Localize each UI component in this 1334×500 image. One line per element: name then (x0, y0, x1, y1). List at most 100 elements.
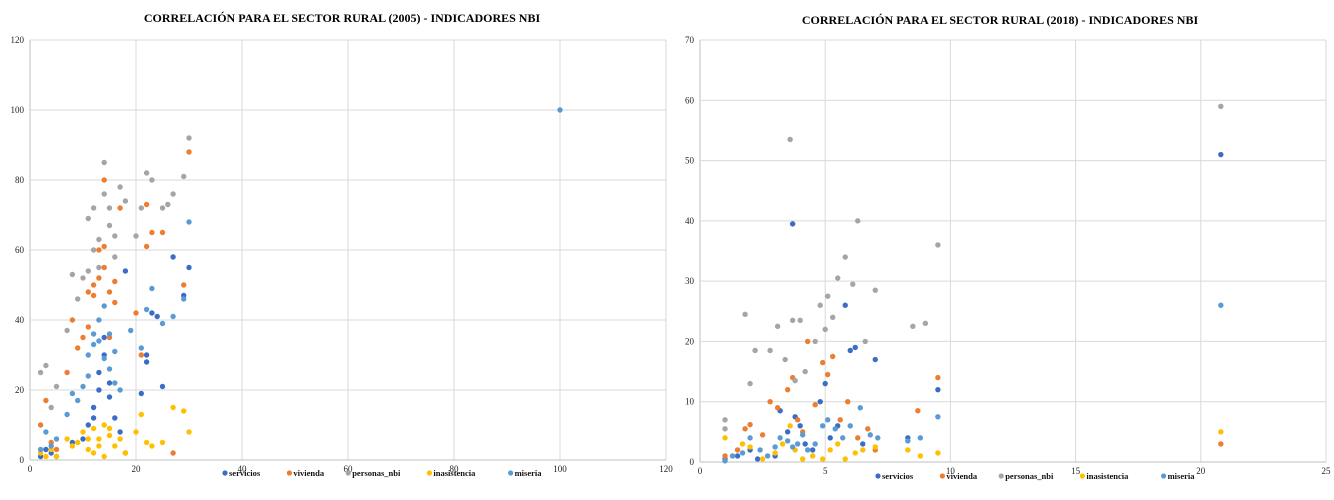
point-personas_nbi (872, 287, 878, 293)
point-vivienda (112, 299, 118, 306)
legend-label-inasistencia: inasistencia (1086, 471, 1129, 481)
point-servicios (159, 383, 166, 390)
point-vivienda (784, 386, 791, 393)
point-inasistencia (772, 450, 778, 456)
point-vivienda (112, 278, 118, 285)
point-miseria (784, 438, 791, 444)
point-vivienda (69, 317, 76, 323)
point-personas_nbi (825, 293, 831, 299)
point-miseria (37, 446, 44, 453)
point-vivienda (865, 426, 871, 432)
point-miseria (101, 355, 107, 362)
point-vivienda (845, 399, 851, 405)
point-personas_nbi (80, 275, 86, 281)
point-miseria (43, 429, 49, 435)
point-vivienda (133, 310, 139, 316)
point-servicios (842, 302, 848, 308)
point-personas_nbi (822, 326, 828, 333)
point-servicios (138, 390, 144, 397)
x-tick-label: 60 (344, 464, 354, 474)
point-servicios (935, 386, 941, 393)
point-servicios (734, 453, 741, 459)
point-personas_nbi (742, 311, 748, 317)
point-miseria (794, 441, 801, 447)
point-servicios (802, 441, 808, 447)
point-inasistencia (739, 441, 746, 447)
point-servicios (154, 313, 160, 320)
legend-label-servicios: servicios (229, 468, 261, 478)
point-vivienda (804, 338, 811, 345)
point-vivienda (935, 374, 941, 381)
point-personas_nbi (143, 170, 150, 176)
legend-label-inasistencia: inasistencia (433, 468, 476, 478)
point-personas_nbi (792, 377, 798, 384)
y-tick-label: 30 (685, 276, 695, 286)
point-miseria (64, 411, 70, 418)
point-vivienda (96, 275, 102, 281)
point-inasistencia (64, 436, 70, 442)
point-servicios (143, 352, 150, 358)
point-personas_nbi (186, 135, 192, 141)
y-tick-label: 80 (15, 175, 25, 185)
point-personas_nbi (830, 314, 836, 321)
point-inasistencia (159, 439, 166, 446)
point-personas_nbi (835, 275, 841, 281)
point-inasistencia (170, 404, 176, 411)
point-personas_nbi (747, 380, 753, 387)
point-servicios (170, 254, 176, 260)
point-miseria (757, 447, 763, 453)
point-inasistencia (835, 441, 841, 447)
point-inasistencia (852, 450, 858, 456)
point-vivienda (80, 334, 86, 341)
point-miseria (85, 352, 92, 358)
point-personas_nbi (101, 191, 107, 197)
legend-marker-servicios (222, 470, 228, 476)
point-miseria (106, 331, 113, 337)
point-personas_nbi (722, 426, 728, 432)
point-vivienda (915, 408, 921, 414)
point-servicios (817, 399, 823, 405)
point-vivienda (186, 149, 192, 155)
point-personas_nbi (117, 184, 123, 190)
point-miseria (832, 426, 838, 432)
point-miseria (90, 331, 97, 337)
point-inasistencia (53, 453, 60, 460)
point-vivienda (75, 345, 81, 351)
y-tick-label: 20 (685, 336, 695, 346)
point-miseria (69, 390, 76, 397)
point-miseria (117, 387, 123, 393)
chart-2005: CORRELACIÓN PARA EL SECTOR RURAL (2005) … (11, 11, 674, 478)
point-inasistencia (106, 425, 113, 432)
point-inasistencia (917, 453, 924, 459)
point-personas_nbi (782, 356, 788, 363)
point-miseria (149, 285, 155, 292)
y-tick-label: 100 (11, 105, 25, 115)
point-miseria (875, 435, 881, 441)
point-personas_nbi (43, 362, 49, 369)
point-miseria (799, 432, 806, 438)
point-servicios (117, 429, 123, 435)
x-tick-label: 25 (1322, 466, 1332, 476)
point-personas_nbi (112, 254, 118, 260)
point-servicios (1218, 151, 1224, 158)
point-servicios (852, 344, 858, 351)
point-personas_nbi (90, 247, 97, 253)
point-inasistencia (747, 444, 753, 450)
point-inasistencia (759, 456, 766, 462)
point-servicios (186, 264, 192, 271)
point-miseria (181, 296, 187, 302)
point-personas_nbi (789, 317, 796, 324)
point-vivienda (819, 359, 826, 366)
point-vivienda (837, 417, 843, 423)
point-inasistencia (75, 439, 81, 446)
point-miseria (170, 313, 176, 320)
point-vivienda (143, 201, 150, 208)
point-servicios (80, 436, 86, 442)
point-personas_nbi (797, 317, 803, 324)
point-personas_nbi (817, 302, 823, 308)
point-miseria (53, 436, 60, 442)
point-personas_nbi (842, 254, 848, 260)
y-tick-label: 40 (685, 216, 695, 226)
point-miseria (106, 366, 113, 372)
point-miseria (825, 417, 831, 423)
